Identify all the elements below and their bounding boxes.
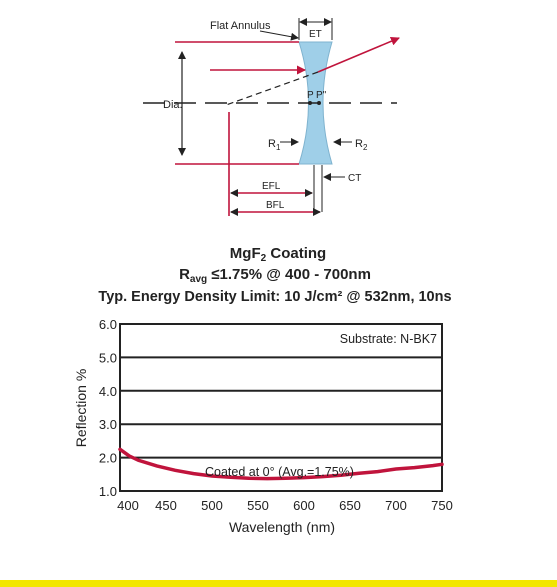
x-tick-label: 500 (201, 498, 223, 513)
y-tick-label: 1.0 (99, 484, 117, 499)
ray-virtual (225, 71, 319, 106)
y-tick-label: 6.0 (99, 317, 117, 332)
dia-label: Dia. (163, 99, 183, 111)
ct-label: CT (348, 173, 361, 184)
y-tick-label: 2.0 (99, 451, 117, 466)
y-tick-label: 3.0 (99, 417, 117, 432)
y-tick-label: 4.0 (99, 384, 117, 399)
bfl-label: BFL (266, 200, 285, 211)
ray-exit (317, 36, 400, 73)
substrate-annotation: Substrate: N-BK7 (340, 332, 437, 346)
x-axis-label: Wavelength (nm) (229, 519, 335, 535)
reflection-chart: 1.0 2.0 3.0 4.0 5.0 6.0 400 450 500 550 600 650 700… (73, 317, 453, 535)
principal-point-p: P (307, 90, 314, 101)
x-tick-label: 600 (293, 498, 315, 513)
lens-diagram: Dia. ET Flat Annulus P P" R1 R2 CT EFL B… (143, 18, 400, 216)
flat-annulus-leader (259, 30, 299, 41)
y-tick-label: 5.0 (99, 350, 117, 365)
curve-annotation: Coated at 0° (Avg.=1.75%) (205, 465, 354, 479)
principal-point-p2: P" (316, 90, 327, 101)
coating-line-2: Ravg ≤1.75% @ 400 - 700nm (179, 266, 371, 285)
bottom-accent-bar (0, 580, 557, 587)
x-tick-label: 700 (385, 498, 407, 513)
principal-dot-p (308, 101, 312, 105)
x-tick-label: 550 (247, 498, 269, 513)
et-label: ET (309, 29, 322, 40)
coating-line-3: Typ. Energy Density Limit: 10 J/cm² @ 53… (98, 289, 451, 305)
y-tick-labels: 1.0 2.0 3.0 4.0 5.0 6.0 (99, 317, 117, 499)
flat-annulus-label: Flat Annulus (210, 20, 271, 32)
principal-dot-p2 (317, 101, 321, 105)
x-tick-label: 400 (117, 498, 139, 513)
coating-line-1: MgF2 Coating (230, 245, 326, 264)
x-tick-label: 450 (155, 498, 177, 513)
plot-frame (119, 323, 443, 492)
r2-label: R2 (355, 138, 368, 152)
x-tick-label: 750 (431, 498, 453, 513)
r1-label: R1 (268, 138, 281, 152)
grid-lines (120, 356, 442, 459)
x-tick-label: 650 (339, 498, 361, 513)
y-axis-label: Reflection % (73, 369, 89, 448)
coating-title: MgF2 Coating Ravg ≤1.75% @ 400 - 700nm T… (98, 245, 451, 305)
efl-label: EFL (262, 181, 281, 192)
x-tick-labels: 400 450 500 550 600 650 700 750 (117, 498, 453, 513)
reflection-curve (118, 447, 444, 481)
